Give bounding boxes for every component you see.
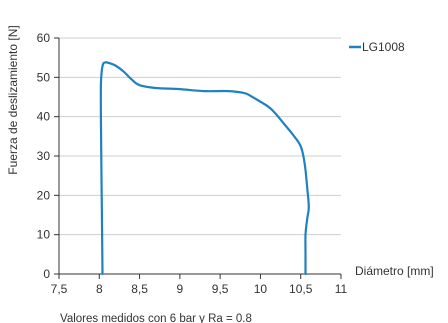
- y-tick-label: 40: [37, 110, 51, 124]
- y-tick-label: 0: [43, 267, 50, 281]
- y-tick-label: 50: [37, 70, 51, 84]
- x-tick-label: 10: [254, 282, 268, 296]
- legend-label-lg1008: LG1008: [362, 40, 405, 54]
- y-axis-ticks: 0 10 20 30 40 50 60: [37, 31, 59, 281]
- x-tick-label: 8: [96, 282, 103, 296]
- chart-caption: Valores medidos con 6 bar y Ra = 0.8: [60, 313, 252, 323]
- y-tick-label: 10: [37, 228, 51, 242]
- x-tick-label: 9,5: [212, 282, 229, 296]
- y-axis-label: Fuerza de deslizamiento [N]: [6, 25, 20, 174]
- x-axis-ticks: 7,5 8 8,5 9 9,5 10 10,5 11: [51, 274, 348, 296]
- y-tick-label: 30: [37, 149, 51, 163]
- x-tick-label: 8,5: [131, 282, 148, 296]
- grid-lines: [59, 37, 341, 236]
- x-axis-label: Diámetro [mm]: [355, 264, 434, 278]
- series-layer: [99, 61, 310, 276]
- x-tick-label: 9: [177, 282, 184, 296]
- y-tick-label: 60: [37, 31, 51, 45]
- series-line-lg1008: [99, 61, 310, 276]
- x-tick-label: 10,5: [289, 282, 313, 296]
- y-tick-label: 20: [37, 188, 51, 202]
- legend: LG1008: [349, 40, 405, 54]
- x-tick-label: 7,5: [51, 282, 68, 296]
- x-tick-label: 11: [335, 282, 348, 296]
